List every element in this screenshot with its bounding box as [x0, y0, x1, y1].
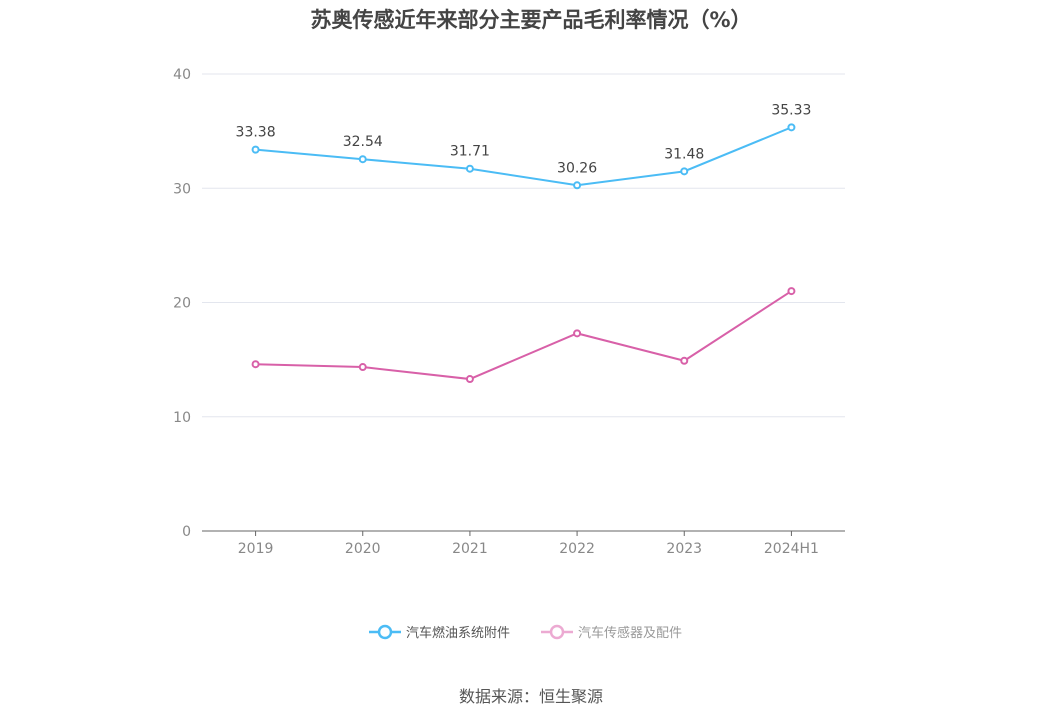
y-tick-label: 30 [173, 181, 191, 197]
legend-item-sensors[interactable]: 汽车传感器及配件 [540, 622, 682, 641]
data-point [787, 123, 796, 132]
data-point [251, 145, 260, 154]
data-point [251, 360, 260, 369]
legend-label: 汽车燃油系统附件 [406, 626, 511, 641]
x-tick-label: 2022 [559, 541, 595, 557]
x-tick-label: 2024H1 [764, 541, 819, 557]
data-point [465, 375, 474, 384]
data-point [680, 356, 689, 365]
series-line [255, 290, 792, 381]
data-label: 31.71 [450, 144, 490, 160]
series-line [255, 126, 792, 187]
x-tick-label: 2023 [666, 541, 702, 557]
legend-item-fuel-system[interactable]: 汽车燃油系统附件 [368, 622, 510, 641]
data-point [465, 164, 474, 173]
data-label: 32.54 [343, 134, 383, 150]
data-label: 30.26 [557, 160, 597, 176]
data-label: 33.38 [236, 125, 276, 141]
y-tick-label: 0 [182, 524, 191, 540]
y-tick-label: 10 [173, 410, 191, 426]
data-label: 31.48 [664, 146, 704, 162]
y-tick-label: 40 [173, 67, 191, 83]
chart-title: 苏奥传感近年来部分主要产品毛利率情况（%） [310, 8, 752, 32]
source-note: 数据来源：恒生聚源 [458, 687, 603, 706]
y-tick-label: 20 [173, 296, 191, 312]
x-tick-label: 2021 [452, 541, 488, 557]
data-point [358, 363, 367, 372]
data-point [358, 155, 367, 164]
legend-label: 汽车传感器及配件 [578, 626, 683, 641]
data-point [573, 181, 582, 190]
data-point [680, 167, 689, 176]
data-point [787, 287, 796, 296]
data-point [573, 329, 582, 338]
x-tick-label: 2020 [345, 541, 381, 557]
x-tick-label: 2019 [238, 541, 274, 557]
data-label: 35.33 [771, 102, 811, 118]
